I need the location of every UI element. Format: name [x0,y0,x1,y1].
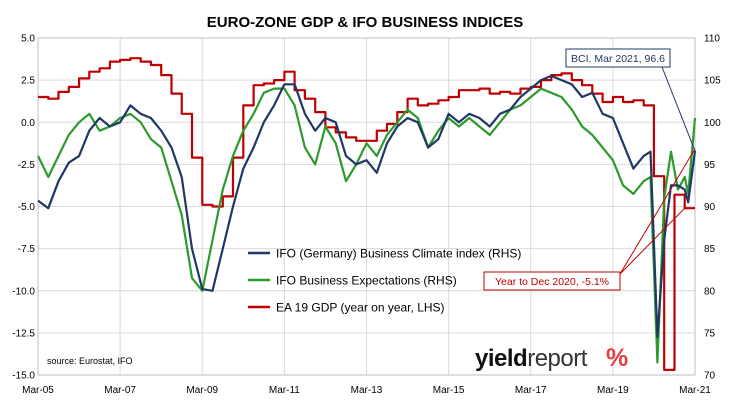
source-note: source: Eurostat, IFO [47,356,133,366]
right-tick-label: 100 [704,118,721,129]
right-tick-label: 105 [704,76,721,87]
logo-symbol: % [606,344,628,372]
right-tick-label: 90 [704,202,716,213]
legend-label: IFO Business Expectations (RHS) [276,274,457,288]
left-tick-label: -2.5 [18,160,36,171]
left-tick-label: -5.0 [18,202,36,213]
x-tick-label: Mar-07 [104,385,136,396]
series-layer [37,57,697,371]
chart-title: EURO-ZONE GDP & IFO BUSINESS INDICES [207,14,523,31]
x-tick-label: Mar-13 [351,385,383,396]
annotation-leader [619,207,686,275]
annotation-leader [661,66,696,152]
series-line-ea-19-gdp-year-on-year-lhs [38,57,695,371]
left-tick-label: 5.0 [21,34,35,45]
annotation-box [483,271,621,291]
logo-text-plain: yield [475,345,527,372]
x-tick-label: Mar-11 [269,385,300,396]
right-tick-label: 75 [704,328,716,339]
left-tick-label: -12.5 [12,328,35,339]
annotations: BCI. Mar 2021, 96.6 Year to Dec 2020, -5.… [483,48,696,291]
right-axis-tick-labels: 110 105 100 95 90 85 80 75 70 [704,34,721,382]
svg-text:yieldreport: yieldreport [475,345,588,372]
x-tick-label: Mar-21 [679,385,711,396]
right-tick-label: 85 [704,244,716,255]
x-tick-label: Mar-19 [597,385,629,396]
x-axis-tick-labels: Mar-05 Mar-07 Mar-09 Mar-11 Mar-13 Mar-15 Mar-… [22,385,711,396]
annotation-box [565,48,671,68]
annotation-leader [619,148,696,275]
plot-frame [37,37,696,376]
left-tick-label: -7.5 [18,244,36,255]
right-tick-label: 95 [704,160,716,171]
annotation-label-gdp: Year to Dec 2020, -5.1% [495,276,609,288]
right-tick-label: 110 [704,34,720,45]
annotation-label-bci: BCI. Mar 2021, 96.6 [571,53,665,65]
left-tick-label: 2.5 [21,76,35,87]
logo-text-bold: report [527,345,588,372]
series-line-ifo-business-expectations-rhs [37,87,697,364]
right-tick-label: 80 [704,286,716,297]
left-tick-label: -15.0 [12,371,35,382]
yieldreport-logo: yieldreport % [475,344,628,372]
legend-label: EA 19 GDP (year on year, LHS) [276,301,445,315]
left-axis-tick-labels: 5.0 2.5 0.0 -2.5 -5.0 -7.5 -10.0 -12.5 -15.0 [12,34,35,382]
legend-label: IFO (Germany) Business Climate index (RH… [276,247,521,261]
left-tick-label: 0.0 [21,118,35,129]
series-line-ifo-germany-business-climate-index-rhs [37,74,697,339]
right-tick-label: 70 [704,371,716,382]
x-tick-label: Mar-05 [22,385,54,396]
x-tick-label: Mar-09 [186,385,218,396]
x-tick-label: Mar-17 [515,385,547,396]
x-tick-label: Mar-15 [433,385,465,396]
legend: IFO (Germany) Business Climate index (RH… [248,247,521,315]
left-tick-label: -10.0 [12,286,35,297]
